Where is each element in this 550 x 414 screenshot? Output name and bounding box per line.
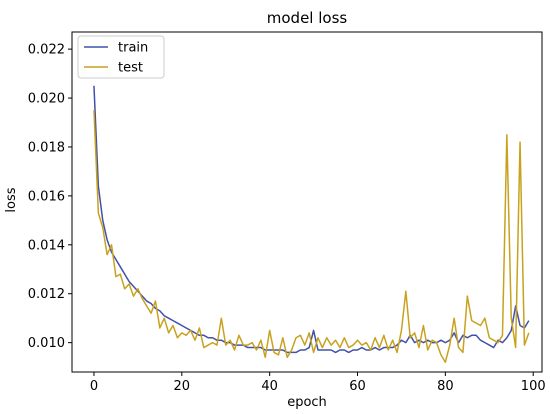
chart-title: model loss: [267, 9, 348, 27]
legend-label-test: test: [118, 61, 143, 76]
y-tick-label: 0.022: [28, 43, 65, 58]
x-tick-label: 100: [521, 379, 546, 394]
y-axis-label: loss: [4, 187, 19, 212]
legend-label-train: train: [118, 41, 148, 56]
y-tick-label: 0.016: [28, 189, 65, 204]
x-tick-label: 40: [261, 379, 278, 394]
series-line-train: [93, 85, 530, 354]
y-tick-label: 0.010: [28, 336, 65, 351]
plot-frame: [71, 31, 543, 373]
series-line-test: [93, 110, 530, 363]
x-tick-label: 20: [174, 379, 191, 394]
ticks-layer: 0 20 40 60 80 100 0.010 0.012 0.014 0.016 0.018 0.0…: [28, 43, 546, 394]
x-tick-label: 0: [90, 379, 98, 394]
y-tick-label: 0.012: [28, 287, 65, 302]
legend: train test: [77, 35, 165, 79]
y-tick-label: 0.018: [28, 140, 65, 155]
series-layer: [93, 85, 530, 363]
x-axis-label: epoch: [287, 395, 327, 410]
y-tick-label: 0.014: [28, 238, 65, 253]
x-tick-label: 80: [437, 379, 454, 394]
y-tick-label: 0.020: [28, 92, 65, 107]
x-tick-label: 60: [349, 379, 366, 394]
